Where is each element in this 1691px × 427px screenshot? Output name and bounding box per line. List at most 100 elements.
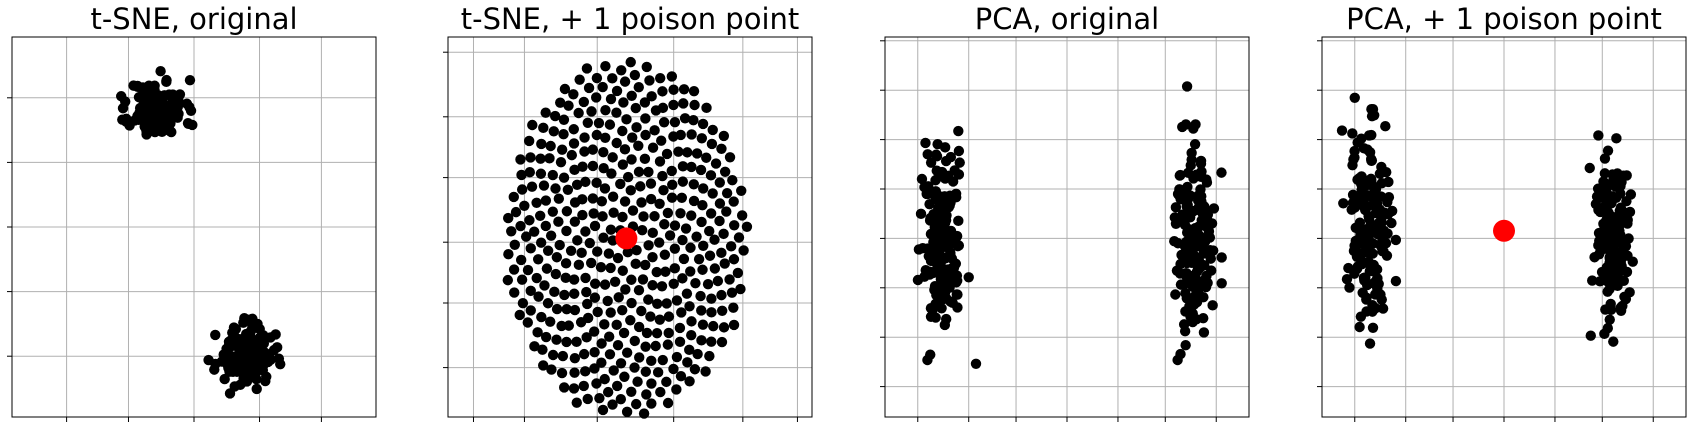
data-point — [1599, 328, 1610, 340]
data-point — [684, 301, 695, 312]
data-point — [1593, 130, 1604, 141]
data-point — [649, 125, 660, 136]
data-point — [658, 117, 670, 128]
data-point — [120, 116, 132, 127]
data-point — [718, 322, 730, 333]
data-point — [718, 130, 730, 142]
data-point — [522, 317, 533, 328]
data-point — [950, 258, 962, 269]
data-point — [696, 335, 707, 346]
data-point — [1204, 217, 1215, 229]
data-point — [654, 198, 665, 210]
data-point — [645, 311, 656, 322]
data-point — [587, 160, 599, 172]
data-point — [1170, 289, 1181, 300]
data-point — [580, 366, 591, 377]
data-point — [548, 126, 560, 137]
data-point — [1367, 191, 1379, 203]
data-point — [646, 398, 657, 409]
data-point — [600, 60, 611, 72]
data-point — [605, 93, 617, 105]
data-point — [591, 378, 602, 389]
data-point — [561, 304, 572, 315]
data-point — [1601, 275, 1613, 287]
data-point — [532, 254, 544, 265]
data-point — [656, 281, 668, 292]
data-point — [667, 179, 678, 191]
data-point — [652, 298, 663, 310]
data-point — [943, 170, 954, 182]
data-point — [258, 358, 270, 370]
data-point — [1341, 274, 1353, 285]
data-point — [602, 386, 614, 398]
data-point — [535, 168, 547, 179]
data-point — [509, 287, 520, 298]
scatter-plot-tsne-original — [7, 36, 377, 422]
data-point — [597, 81, 608, 93]
data-point — [264, 351, 275, 363]
data-point — [688, 179, 699, 190]
data-point — [616, 65, 627, 76]
data-point — [578, 380, 589, 392]
data-point — [641, 389, 652, 400]
data-point — [681, 288, 693, 299]
data-point — [184, 74, 196, 86]
data-point — [225, 356, 237, 368]
data-point — [1338, 198, 1349, 209]
data-point — [706, 138, 718, 150]
data-point — [714, 198, 726, 209]
data-point — [607, 152, 618, 163]
data-point — [606, 168, 617, 179]
data-point — [677, 161, 689, 172]
data-point — [510, 206, 522, 218]
data-point — [580, 176, 591, 188]
data-point — [633, 321, 645, 333]
data-point — [629, 362, 640, 373]
data-point — [1202, 277, 1213, 289]
data-point — [503, 249, 514, 260]
data-point — [547, 206, 559, 217]
data-point — [572, 235, 583, 246]
data-point — [598, 163, 609, 174]
data-point — [643, 240, 654, 251]
data-point — [725, 241, 737, 252]
data-point — [718, 228, 729, 240]
data-point — [647, 252, 658, 263]
data-point — [678, 253, 690, 265]
data-point — [728, 302, 739, 313]
data-point — [579, 146, 590, 157]
chart-title: PCA, original — [974, 2, 1160, 36]
data-point — [738, 245, 749, 256]
data-point — [168, 111, 179, 123]
data-point — [187, 119, 198, 131]
data-point — [927, 214, 938, 225]
data-point — [634, 352, 645, 363]
data-point — [654, 314, 666, 325]
data-point — [1188, 173, 1199, 184]
data-point — [540, 220, 551, 232]
data-point — [685, 242, 696, 253]
data-point — [728, 319, 740, 331]
data-point — [524, 167, 536, 178]
data-point — [584, 237, 595, 249]
data-point — [970, 358, 982, 369]
data-point — [732, 267, 744, 279]
data-point — [619, 371, 630, 382]
data-point — [604, 119, 616, 130]
grid-lines — [1322, 37, 1686, 417]
data-point — [633, 285, 645, 296]
data-points — [502, 56, 753, 419]
grid-lines — [12, 37, 376, 417]
data-point — [525, 152, 536, 163]
data-point — [671, 384, 682, 395]
data-point — [675, 129, 686, 141]
data-point — [599, 319, 610, 330]
data-point — [922, 149, 933, 160]
data-point — [1618, 170, 1629, 181]
data-point — [1376, 161, 1387, 173]
data-point — [615, 393, 627, 405]
data-point — [659, 249, 671, 260]
data-point — [588, 326, 600, 337]
data-point — [1175, 348, 1186, 360]
data-point — [1604, 314, 1615, 325]
